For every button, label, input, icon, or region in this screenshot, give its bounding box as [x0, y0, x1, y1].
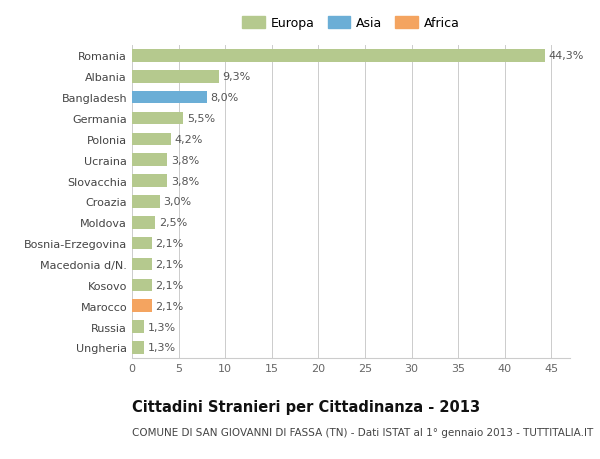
- Bar: [132, 154, 167, 167]
- Bar: [132, 50, 545, 62]
- Bar: [132, 279, 152, 291]
- Text: 3,8%: 3,8%: [171, 176, 199, 186]
- Bar: [132, 112, 183, 125]
- Text: 1,3%: 1,3%: [148, 322, 176, 332]
- Text: 2,1%: 2,1%: [155, 301, 184, 311]
- Text: 4,2%: 4,2%: [175, 134, 203, 145]
- Text: 5,5%: 5,5%: [187, 114, 215, 124]
- Text: 3,0%: 3,0%: [164, 197, 192, 207]
- Bar: [132, 175, 167, 187]
- Bar: [132, 237, 152, 250]
- Bar: [132, 92, 206, 104]
- Bar: [132, 341, 144, 354]
- Text: 44,3%: 44,3%: [548, 51, 584, 62]
- Text: 2,1%: 2,1%: [155, 259, 184, 269]
- Bar: [132, 300, 152, 312]
- Text: COMUNE DI SAN GIOVANNI DI FASSA (TN) - Dati ISTAT al 1° gennaio 2013 - TUTTITALI: COMUNE DI SAN GIOVANNI DI FASSA (TN) - D…: [132, 427, 593, 437]
- Bar: [132, 71, 218, 84]
- Text: 2,5%: 2,5%: [159, 218, 187, 228]
- Bar: [132, 258, 152, 271]
- Bar: [132, 196, 160, 208]
- Bar: [132, 133, 171, 146]
- Text: 2,1%: 2,1%: [155, 280, 184, 290]
- Bar: [132, 320, 144, 333]
- Bar: [132, 217, 155, 229]
- Legend: Europa, Asia, Africa: Europa, Asia, Africa: [238, 11, 464, 35]
- Text: Cittadini Stranieri per Cittadinanza - 2013: Cittadini Stranieri per Cittadinanza - 2…: [132, 399, 480, 414]
- Text: 2,1%: 2,1%: [155, 239, 184, 249]
- Text: 1,3%: 1,3%: [148, 342, 176, 353]
- Text: 9,3%: 9,3%: [223, 72, 251, 82]
- Text: 8,0%: 8,0%: [210, 93, 239, 103]
- Text: 3,8%: 3,8%: [171, 155, 199, 165]
